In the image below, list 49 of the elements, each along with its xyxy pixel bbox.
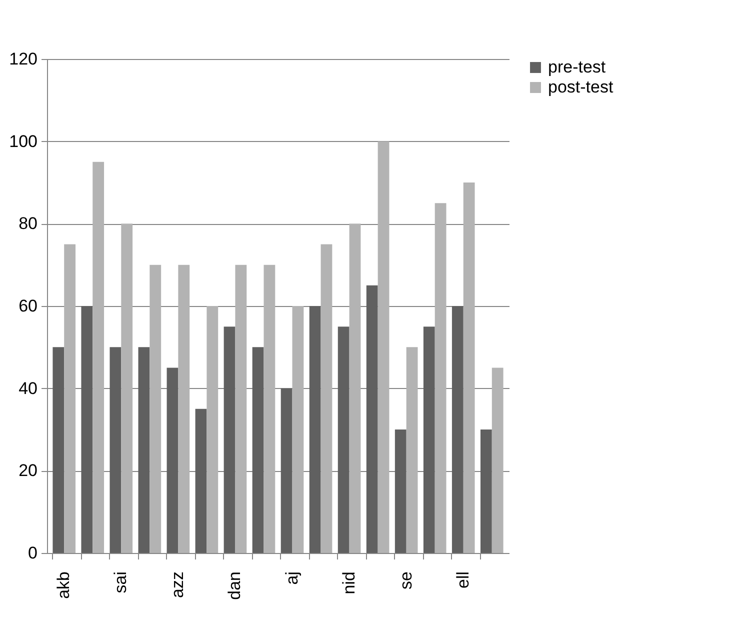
bar [280,388,292,553]
bar [423,326,435,553]
bar [349,224,361,553]
bar [292,306,304,553]
bar [195,408,207,553]
bar [235,264,247,553]
bar [463,182,475,553]
legend-label: pre-test [548,58,606,76]
bar [178,264,190,553]
bar [138,347,150,553]
bar [320,244,332,553]
bar [252,347,264,553]
bar [121,224,133,553]
y-tick-label: 40 [18,378,38,398]
x-tick-label: sai [111,572,130,594]
bar [378,141,390,553]
bar [406,347,418,553]
bar [492,368,504,553]
y-tick-label: 0 [28,544,38,562]
x-tick-label: nid [339,572,358,594]
y-tick-label: 80 [18,214,38,234]
y-tick-label: 20 [18,461,38,480]
bar [81,306,93,553]
x-tick-label: ell [453,572,472,589]
bar [480,430,492,553]
x-tick-label: akb [54,572,74,599]
x-tick-label: se [396,572,416,590]
bar [52,347,64,553]
y-tick-label: 100 [9,132,38,151]
bar [166,368,178,553]
x-tick-label: dan [225,572,244,600]
bar [224,326,236,553]
bar [366,285,378,553]
bar [309,306,321,553]
bar [110,347,122,553]
legend-label: post-test [548,78,614,96]
bar [434,203,446,553]
bar [150,264,162,553]
bar [64,244,76,553]
bar [452,306,464,553]
bar [206,306,218,553]
y-tick-label: 60 [18,296,38,316]
x-tick-label: aj [282,572,302,585]
bar [338,326,350,553]
x-tick-label: azz [168,572,188,598]
bar [92,162,104,553]
bar [264,264,276,553]
bar [394,430,406,553]
y-tick-label: 120 [9,50,38,68]
